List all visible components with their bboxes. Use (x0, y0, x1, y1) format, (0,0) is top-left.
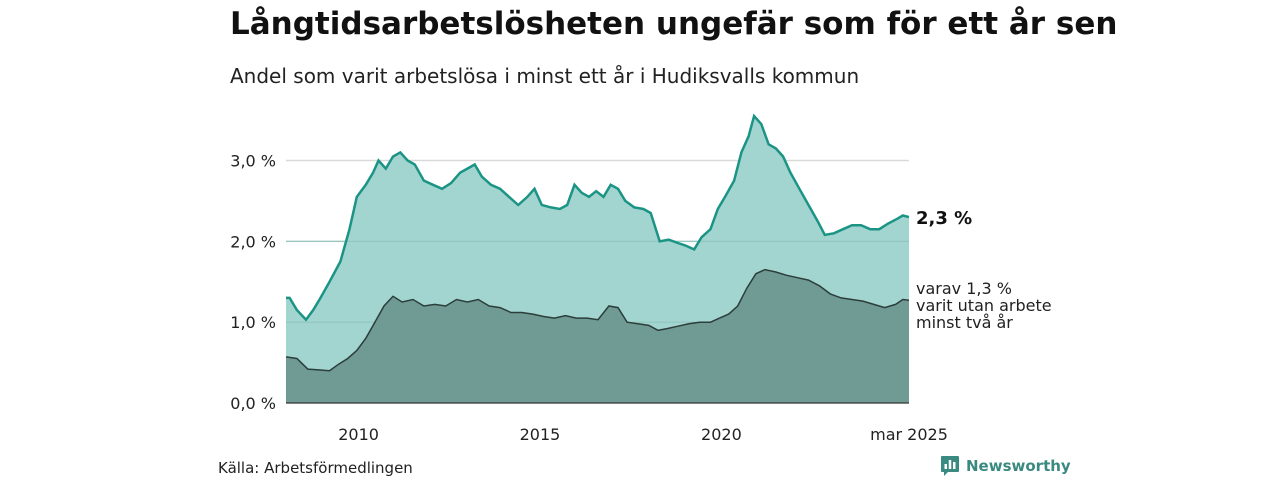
series-2-end-label-line-0: varav 1,3 % (916, 279, 1012, 298)
x-tick-label-1: 2015 (520, 425, 561, 444)
x-tick-label-3: mar 2025 (870, 425, 948, 444)
x-tick-label-0: 2010 (338, 425, 379, 444)
y-tick-label-2: 2,0 % (230, 232, 276, 251)
y-tick-label-3: 3,0 % (230, 152, 276, 171)
chart-subtitle: Andel som varit arbetslösa i minst ett å… (230, 64, 860, 88)
brand-name: Newsworthy (966, 457, 1071, 475)
x-tick-label-2: 2020 (701, 425, 742, 444)
series-2-area (286, 269, 909, 403)
chart-title: Långtidsarbetslösheten ungefär som för e… (230, 6, 1118, 42)
series-2-end-label-line-1: varit utan arbete (916, 296, 1052, 315)
bar-chart-logo-icon (941, 456, 959, 476)
series-1-end-label: 2,3 % (916, 208, 972, 229)
series-1-line (286, 113, 910, 322)
series-2-line (285, 268, 910, 372)
y-tick-label-0: 0,0 % (230, 394, 276, 413)
series-2-end-label-line-2: minst två år (916, 313, 1013, 332)
brand-logo: Newsworthy (940, 455, 1071, 477)
y-tick-label-1: 1,0 % (230, 313, 276, 332)
source-note: Källa: Arbetsförmedlingen (218, 459, 413, 477)
